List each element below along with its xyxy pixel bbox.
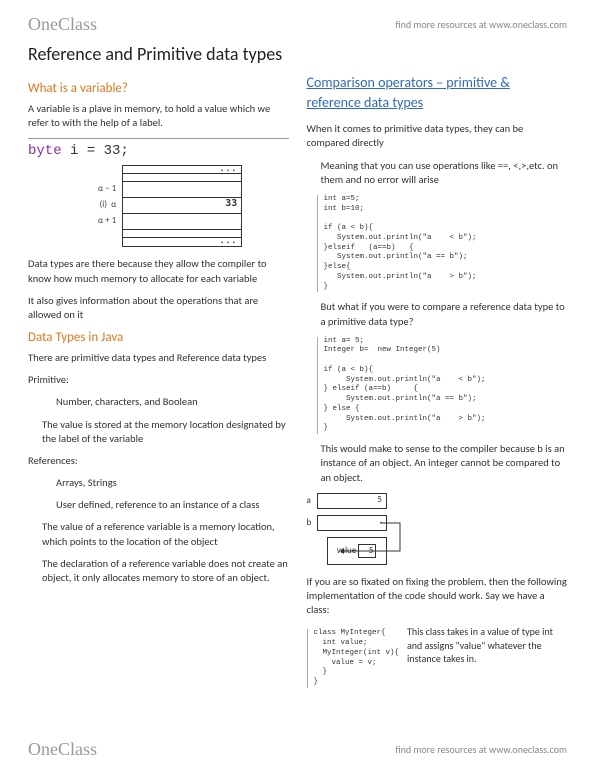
byte-keyword: byte <box>28 143 62 159</box>
code-block-3: class MyInteger{ int value; MyInteger(in… <box>307 629 400 688</box>
mem-value: 33 <box>123 198 241 214</box>
ref-diagram: a 5 b · value 5 <box>307 493 568 565</box>
para-datatypes2: It also gives information about the oper… <box>28 294 289 322</box>
label-references: References: <box>28 454 289 468</box>
diag-box-a: 5 <box>317 493 387 509</box>
para-prim2: The value is stored at the memory locati… <box>42 418 289 446</box>
label-primitive: Primitive: <box>28 373 289 387</box>
heading-comparison[interactable]: Comparison operators – primitive & refer… <box>307 73 568 112</box>
para-r5: If you are so fixated on fixing the prob… <box>307 575 568 618</box>
diag-label-a: a <box>307 495 311 506</box>
mem-boxes: ··· 33 ··· <box>122 165 242 247</box>
para-java1: There are primitive data types and Refer… <box>28 351 289 365</box>
footer-link[interactable]: find more resources at www.oneclass.com <box>395 743 567 756</box>
code-block-1: int a=5; int b=10; if (a < b){ System.ou… <box>317 195 568 293</box>
pointer-arrow-icon <box>380 523 420 563</box>
para-prim1: Number, characters, and Boolean <box>56 395 289 409</box>
byte-diagram: byte i = 33; α − 1 (i) α α + 1 ··· 33 <box>28 138 289 247</box>
para-r1: When it comes to primitive data types, t… <box>307 122 568 150</box>
heading-variable: What is a variable? <box>28 81 289 96</box>
para-r4: This would make to sense to the compiler… <box>321 442 568 485</box>
para-variable-def: A variable is a plave in memory, to hold… <box>28 102 289 130</box>
side-note: This class takes in a value of type int … <box>407 625 567 666</box>
byte-rest: i = 33; <box>62 143 129 159</box>
para-ref1: Arrays, Strings <box>56 476 289 490</box>
byte-code: byte i = 33; <box>28 138 289 159</box>
page-title: Reference and Primitive data types <box>28 43 567 65</box>
brand-logo: OneClass <box>28 14 97 35</box>
para-r2: Meaning that you can use operations like… <box>321 159 568 187</box>
brand-logo-footer: OneClass <box>28 739 97 760</box>
para-r3: But what if you were to compare a refere… <box>321 300 568 328</box>
para-datatypes1: Data types are there because they allow … <box>28 257 289 285</box>
para-ref2: User defined, reference to an instance o… <box>56 498 289 512</box>
header-link[interactable]: find more resources at www.oneclass.com <box>395 18 567 31</box>
left-column: What is a variable? A variable is a plav… <box>28 73 289 696</box>
diag-label-b: b <box>307 517 312 528</box>
para-ref4: The declaration of a reference variable … <box>42 557 289 585</box>
para-ref3: The value of a reference variable is a m… <box>42 520 289 548</box>
mem-labels: α − 1 (i) α α + 1 <box>98 166 116 246</box>
heading-java-types: Data Types in Java <box>28 330 289 345</box>
right-column: Comparison operators – primitive & refer… <box>307 73 568 696</box>
code-block-2: int a= 5; Integer b= new Integer(5) if (… <box>317 337 568 435</box>
diag-box-b: · <box>317 515 387 531</box>
